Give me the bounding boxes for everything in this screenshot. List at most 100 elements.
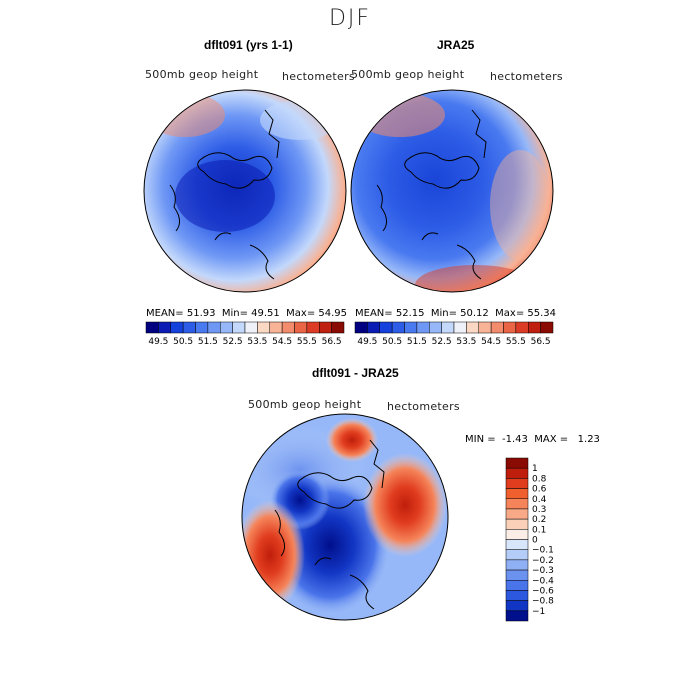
panel-1-title: dflt091 (yrs 1-1): [204, 38, 293, 52]
difference-colorbar-tick-label: 0.2: [532, 515, 546, 525]
panel-2-mean: 52.15: [395, 308, 425, 319]
difference-colorbar-swatch: [505, 590, 529, 601]
colorbar-swatch: [182, 321, 196, 334]
difference-colorbar-swatch: [505, 539, 529, 550]
difference-colorbar: 10.80.60.40.30.20.10−0.1−0.2−0.3−0.4−0.6…: [505, 457, 554, 622]
difference-colorbar-swatch: [505, 569, 529, 581]
colorbar-swatch: [540, 321, 554, 334]
difference-colorbar-tick-label: −0.3: [532, 566, 554, 576]
difference-colorbar-tick-label: −0.8: [532, 597, 554, 607]
panel-2-min: 50.12: [460, 308, 489, 319]
colorbar-swatch: [354, 321, 368, 334]
colorbar-swatch: [490, 321, 504, 334]
colorbar-swatch: [515, 321, 529, 334]
colorbar-swatch: [232, 321, 246, 334]
difference-colorbar-swatch: [505, 600, 529, 612]
panel-1-coastlines: [169, 109, 280, 280]
difference-colorbar-swatch: [505, 580, 529, 591]
difference-colorbar-tick-label: 0.6: [532, 485, 547, 495]
colorbar-swatch: [158, 321, 171, 334]
colorbar-tick-label: 52.5: [223, 337, 243, 347]
colorbar-tick-label: 54.5: [272, 337, 292, 347]
colorbar-swatch: [478, 321, 492, 334]
colorbar-tick-label: 50.5: [173, 337, 193, 347]
difference-colorbar-tick-label: −0.1: [532, 546, 554, 556]
panel-1-min: 49.51: [251, 308, 280, 319]
difference-colorbar-swatch: [505, 457, 529, 469]
difference-colorbar-tick-label: 0: [532, 536, 538, 546]
panel-1-mean: 51.93: [186, 308, 216, 319]
colorbar-swatch: [404, 321, 418, 334]
difference-colorbar-swatch: [505, 549, 529, 561]
colorbar-tick-label: 53.5: [247, 337, 267, 347]
panel-2-title: JRA25: [437, 38, 475, 52]
colorbar-swatch: [391, 321, 405, 334]
difference-title: dflt091 - JRA25: [312, 366, 399, 380]
difference-max: 1.23: [577, 434, 600, 445]
colorbar-swatch: [331, 321, 345, 334]
difference-colorbar-tick-label: 0.4: [532, 495, 547, 505]
colorbar-tick-label: 53.5: [456, 337, 476, 347]
colorbar-swatch: [319, 321, 332, 334]
difference-min: -1.43: [501, 434, 528, 445]
colorbar-swatch: [453, 321, 467, 334]
difference-colorbar-swatch: [505, 508, 529, 520]
figure-title: DJF: [328, 6, 372, 31]
colorbar-swatch: [379, 321, 393, 334]
difference-colorbar-swatch: [505, 518, 529, 530]
colorbar-tick-label: 54.5: [481, 337, 501, 347]
difference-colorbar-tick-label: −0.6: [532, 586, 554, 596]
difference-colorbar-tick-label: 1: [532, 464, 538, 474]
panel-2-stats: MEAN= 52.15 Min= 50.12 Max= 55.34: [355, 308, 557, 319]
colorbar-tick-label: 55.5: [297, 337, 317, 347]
colorbar-tick-label: 52.5: [432, 337, 452, 347]
colorbar-swatch: [269, 321, 283, 334]
colorbar-swatch: [441, 321, 455, 334]
colorbar-tick-label: 49.5: [357, 337, 377, 347]
panel-1-map: [143, 89, 347, 293]
colorbar-swatch: [257, 321, 270, 334]
colorbar-swatch: [306, 321, 320, 334]
colorbar-swatch: [503, 321, 517, 334]
panel-2-coastlines: [376, 109, 487, 280]
difference-coastlines: [274, 439, 385, 610]
colorbar-swatch: [195, 321, 209, 334]
colorbar-tick-label: 51.5: [198, 337, 218, 347]
panel-1-stats: MEAN= 51.93 Min= 49.51 Max= 54.95: [146, 308, 348, 319]
panel-2-max: 55.34: [527, 308, 557, 319]
difference-colorbar-tick-label: 0.8: [532, 474, 547, 484]
colorbar-tick-label: 55.5: [506, 337, 526, 347]
difference-colorbar-tick-label: −0.4: [532, 576, 554, 586]
colorbar-swatch: [207, 321, 221, 334]
difference-colorbar-swatch: [505, 488, 529, 499]
colorbar-swatch: [294, 321, 308, 334]
difference-colorbar-tick-label: −0.2: [532, 556, 554, 566]
difference-colorbar-tick-label: 0.3: [532, 505, 546, 515]
panel-2-unit-label: hectometers: [490, 70, 563, 83]
colorbar-swatch: [466, 321, 479, 334]
panel-1-colorbar: 49.5 50.5 51.5 52.5 53.5 54.5 55.5 56.5: [145, 321, 345, 347]
difference-colorbar-tick-label: −1: [532, 607, 545, 617]
difference-colorbar-swatch: [505, 467, 529, 479]
panel-1-field-label: 500mb geop height: [145, 68, 259, 81]
difference-colorbar-swatch: [505, 478, 529, 489]
colorbar-swatch: [170, 321, 184, 334]
colorbar-swatch: [244, 321, 258, 334]
difference-colorbar-swatch: [505, 529, 529, 540]
colorbar-swatch: [281, 321, 295, 334]
colorbar-swatch: [429, 321, 442, 334]
panel-2-colorbar: 49.5 50.5 51.5 52.5 53.5 54.5 55.5 56.5: [354, 321, 554, 347]
colorbar-tick-label: 56.5: [531, 337, 551, 347]
colorbar-tick-label: 50.5: [382, 337, 402, 347]
panel-2-field-label: 500mb geop height: [351, 68, 465, 81]
colorbar-tick-label: 56.5: [322, 337, 342, 347]
difference-colorbar-tick-label: 0.1: [532, 525, 546, 535]
colorbar-tick-label: 49.5: [148, 337, 168, 347]
panel-1-max: 54.95: [318, 308, 348, 319]
difference-unit-label: hectometers: [387, 400, 460, 413]
difference-colorbar-swatch: [505, 610, 529, 622]
panel-1-unit-label: hectometers: [282, 70, 355, 83]
colorbar-swatch: [145, 321, 159, 334]
colorbar-swatch: [220, 321, 233, 334]
